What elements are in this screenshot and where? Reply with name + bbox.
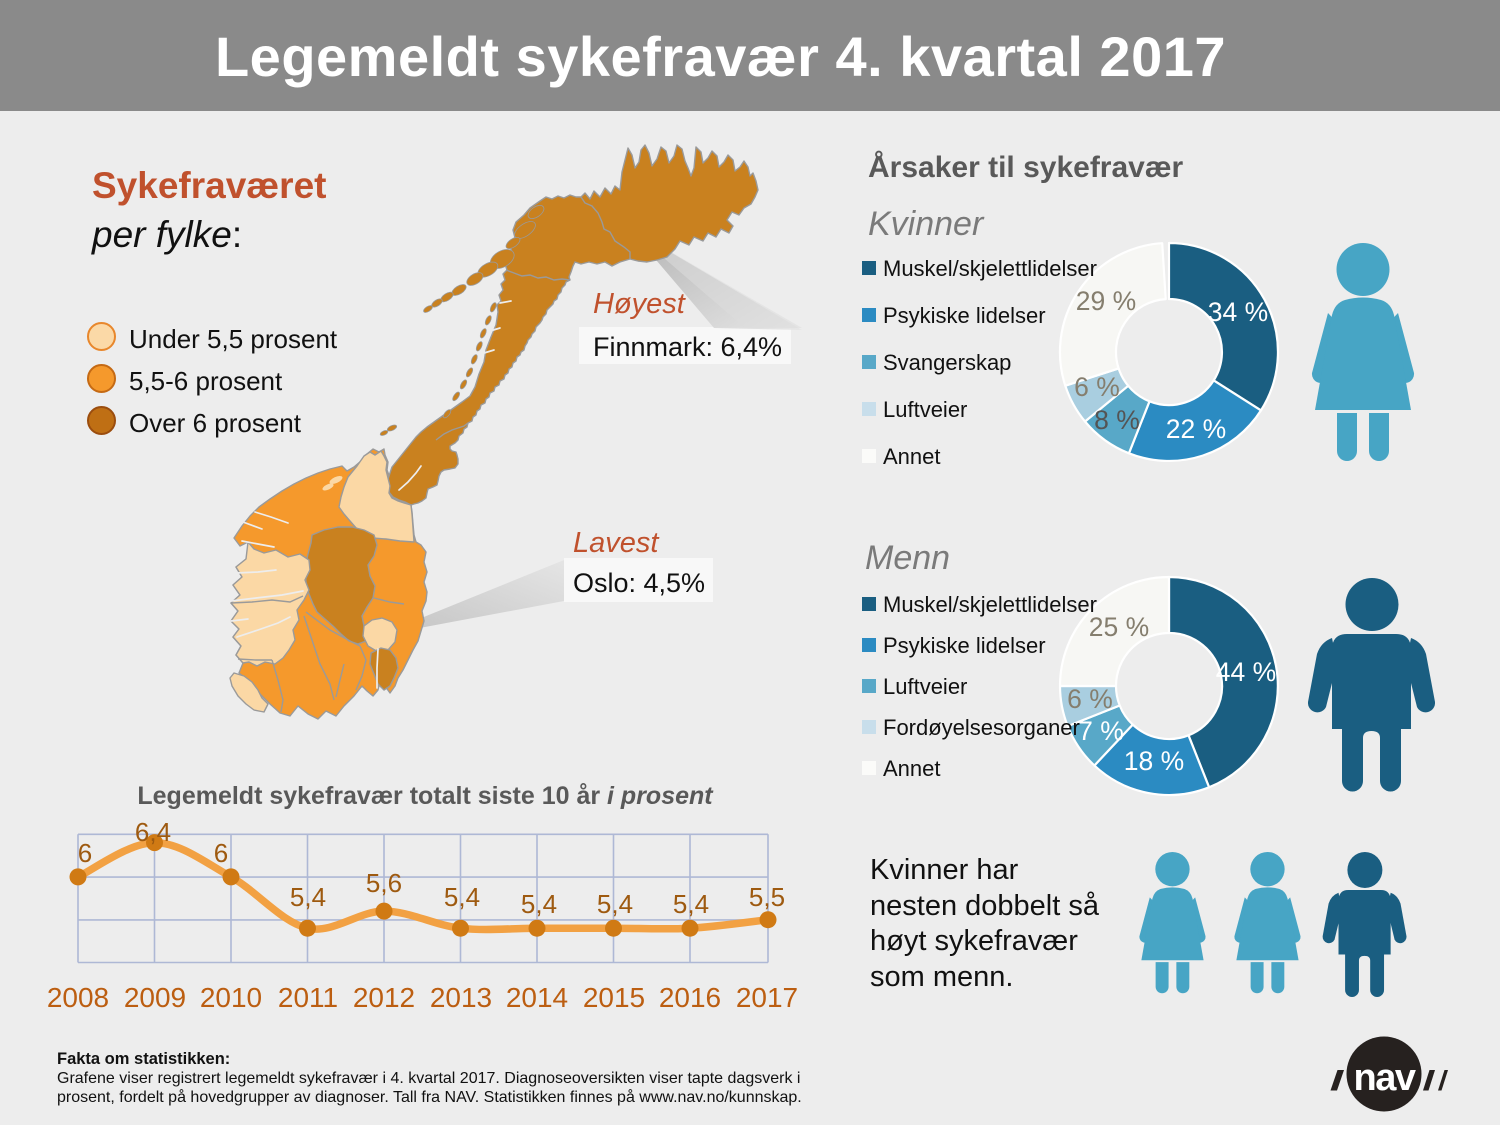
- svg-text:8 %: 8 %: [1094, 405, 1140, 435]
- svg-text:29 %: 29 %: [1076, 286, 1136, 316]
- svg-text:6 %: 6 %: [1067, 684, 1113, 714]
- svg-text:34 %: 34 %: [1208, 297, 1268, 327]
- svg-text:44 %: 44 %: [1216, 657, 1276, 687]
- svg-text:nav: nav: [1354, 1057, 1416, 1099]
- svg-text:7 %: 7 %: [1078, 716, 1124, 746]
- svg-text:22 %: 22 %: [1166, 414, 1226, 444]
- svg-text:25 %: 25 %: [1089, 612, 1149, 642]
- svg-text:6 %: 6 %: [1074, 372, 1120, 402]
- svg-text:18 %: 18 %: [1124, 746, 1184, 776]
